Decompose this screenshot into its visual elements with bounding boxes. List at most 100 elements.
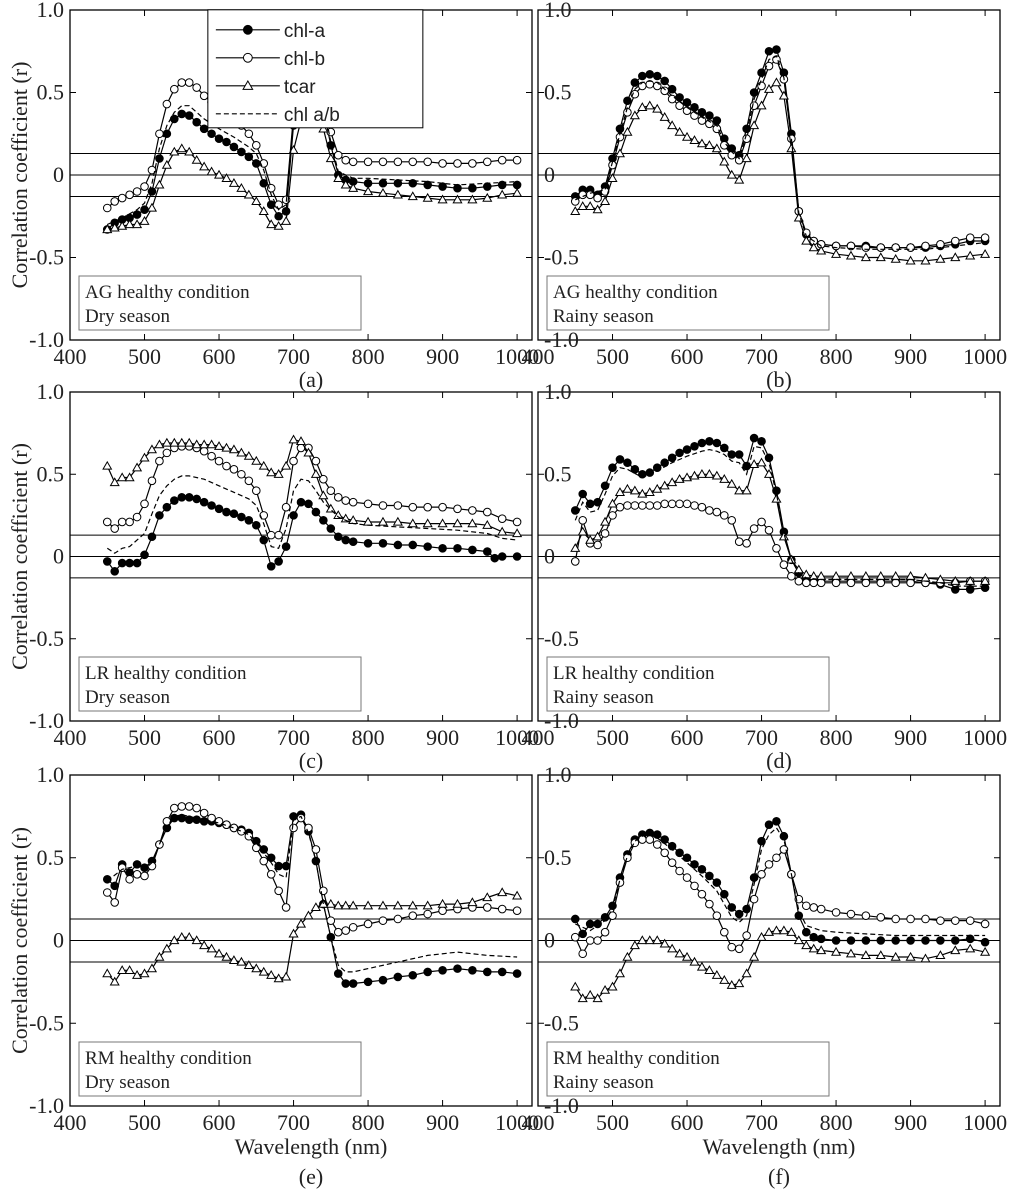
data-point <box>592 993 603 1003</box>
data-point <box>779 831 789 841</box>
panel-label: (e) <box>299 1164 323 1189</box>
data-point <box>281 903 291 912</box>
data-point <box>147 476 157 486</box>
data-point <box>468 183 477 193</box>
data-point <box>741 968 752 978</box>
data-point <box>749 433 759 443</box>
data-point <box>311 456 321 466</box>
data-point <box>764 61 774 71</box>
data-point <box>980 946 991 956</box>
data-point <box>727 516 737 525</box>
data-point <box>697 108 707 117</box>
data-point <box>980 248 991 258</box>
data-point <box>512 517 522 527</box>
data-point <box>585 936 595 945</box>
data-point <box>251 843 261 853</box>
data-point <box>630 465 640 474</box>
data-point <box>132 558 142 568</box>
data-point <box>228 178 239 187</box>
data-point <box>214 456 224 466</box>
data-point <box>764 46 774 56</box>
data-point <box>614 968 626 978</box>
data-point <box>237 469 246 479</box>
series-line-chl-a-b <box>575 827 986 937</box>
x-tick-label: 800 <box>820 1110 853 1135</box>
data-point <box>155 511 164 520</box>
data-point <box>199 446 209 456</box>
data-point <box>169 146 180 156</box>
data-point <box>831 248 842 258</box>
data-point <box>719 141 729 150</box>
data-point <box>170 114 179 124</box>
data-point <box>468 965 477 975</box>
data-point <box>132 970 143 979</box>
data-point <box>139 215 150 225</box>
data-point <box>222 137 231 147</box>
data-point <box>303 910 314 920</box>
data-point <box>622 483 633 493</box>
data-point <box>757 870 766 879</box>
data-point <box>645 70 655 79</box>
data-point <box>453 159 462 168</box>
x-tick-label: 600 <box>203 725 236 750</box>
data-point <box>155 840 164 849</box>
data-point <box>438 159 447 168</box>
data-point <box>184 802 194 811</box>
data-point <box>281 460 292 470</box>
data-point <box>184 492 194 502</box>
x-tick-label: 500 <box>596 344 629 369</box>
data-point <box>645 835 655 844</box>
data-point <box>102 224 113 234</box>
data-point <box>213 441 225 450</box>
data-point <box>467 897 478 907</box>
data-point <box>251 520 261 530</box>
data-point <box>615 878 625 887</box>
data-point <box>690 441 699 451</box>
data-point <box>600 516 611 526</box>
data-point <box>274 200 283 209</box>
data-point <box>861 578 871 588</box>
data-point <box>422 518 433 528</box>
data-point <box>705 871 714 881</box>
data-point <box>875 950 886 960</box>
data-point <box>861 911 871 920</box>
data-point <box>289 823 298 833</box>
data-point <box>259 535 269 545</box>
data-point <box>251 486 261 496</box>
annotation-box <box>546 275 830 331</box>
data-point <box>497 189 508 199</box>
panel-label: (f) <box>768 1164 790 1189</box>
y-tick-label: -1.0 <box>29 1093 64 1118</box>
data-point <box>719 975 730 984</box>
data-point <box>243 450 254 460</box>
data-point <box>719 889 729 899</box>
data-point <box>593 919 602 929</box>
data-point <box>593 497 602 507</box>
data-point <box>289 456 298 466</box>
data-point <box>125 190 134 200</box>
data-point <box>512 155 522 165</box>
data-point <box>348 537 358 546</box>
data-point <box>184 78 194 87</box>
data-point <box>117 220 128 230</box>
data-point <box>377 516 389 526</box>
data-point <box>705 111 714 120</box>
data-point <box>266 219 277 229</box>
data-point <box>363 919 373 929</box>
data-point <box>140 205 149 214</box>
data-point <box>741 485 752 495</box>
data-point <box>876 913 886 922</box>
data-point <box>266 562 276 571</box>
data-point <box>644 487 655 496</box>
data-point <box>214 134 224 143</box>
data-point <box>117 965 128 974</box>
x-tick-label: 400 <box>522 725 555 750</box>
data-point <box>906 914 915 924</box>
data-point <box>667 477 678 487</box>
data-point <box>176 143 187 153</box>
x-tick-label: 400 <box>54 1110 87 1135</box>
data-point <box>771 493 782 503</box>
x-tick-label: 700 <box>277 1110 310 1135</box>
data-point <box>325 153 336 163</box>
data-point <box>497 526 508 536</box>
